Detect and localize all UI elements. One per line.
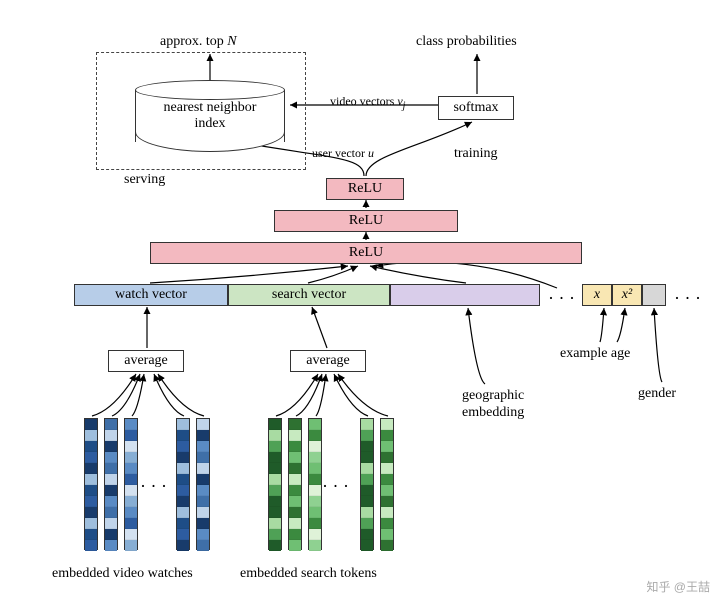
embedding-column (380, 418, 394, 550)
box-relu2: ReLU (274, 210, 458, 232)
box-search: search vector (228, 284, 390, 306)
label-class_prob: class probabilities (416, 34, 517, 50)
embedding-column (84, 418, 98, 550)
box-nn_index: nearest neighbor index (135, 90, 285, 142)
embedding-column (176, 418, 190, 550)
watermark: 知乎 @王喆 (646, 578, 710, 595)
label-geo_lbl: geographic embedding (462, 388, 524, 422)
box-relu3: ReLU (326, 178, 404, 200)
label-concat_dots2: · · · (674, 288, 701, 309)
box-gender (642, 284, 666, 306)
label-user_vector: user vector u (312, 146, 374, 161)
label-emb_dots1: · · · (140, 476, 167, 497)
label-approx_topn: approx. top N (160, 34, 237, 50)
embedding-column (196, 418, 210, 550)
box-geo (390, 284, 540, 306)
label-training: training (454, 146, 498, 162)
box-avg1: average (108, 350, 184, 372)
label-gender_lbl: gender (638, 386, 676, 402)
embedding-column (268, 418, 282, 550)
box-age_x2: x² (612, 284, 642, 306)
label-serving: serving (124, 172, 165, 188)
label-concat_dots: · · · (548, 288, 575, 309)
embedding-column (288, 418, 302, 550)
label-video_vectors: video vectors vj (330, 94, 405, 111)
label-example_age: example age (560, 346, 630, 362)
label-emb_video_lbl: embedded video watches (52, 566, 193, 582)
embedding-column (124, 418, 138, 550)
embedding-column (308, 418, 322, 550)
box-softmax: softmax (438, 96, 514, 120)
embedding-column (360, 418, 374, 550)
box-relu1: ReLU (150, 242, 582, 264)
embedding-column (104, 418, 118, 550)
label-emb_dots2: · · · (322, 476, 349, 497)
label-emb_search_lbl: embedded search tokens (240, 566, 377, 582)
box-age_x: x (582, 284, 612, 306)
box-avg2: average (290, 350, 366, 372)
box-watch: watch vector (74, 284, 228, 306)
